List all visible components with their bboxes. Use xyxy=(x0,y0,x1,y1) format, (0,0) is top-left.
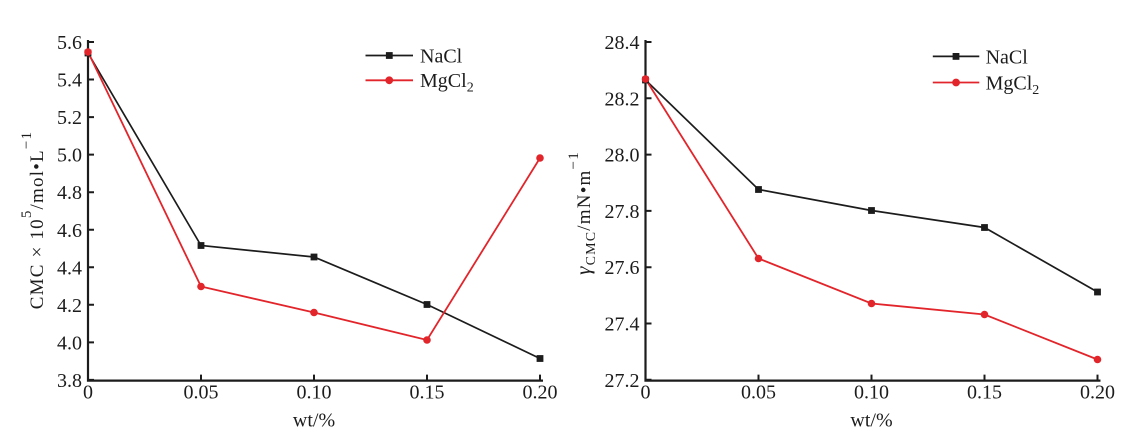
svg-text:NaCl: NaCl xyxy=(986,46,1029,68)
svg-text:MgCl2: MgCl2 xyxy=(420,70,474,96)
svg-text:0.15: 0.15 xyxy=(410,382,445,404)
svg-text:0.10: 0.10 xyxy=(854,382,889,404)
svg-text:28.4: 28.4 xyxy=(605,32,640,54)
svg-text:0.10: 0.10 xyxy=(297,382,332,404)
svg-text:5.2: 5.2 xyxy=(57,107,82,129)
svg-text:0: 0 xyxy=(83,382,93,404)
svg-text:0.05: 0.05 xyxy=(184,382,219,404)
svg-text:wt/%: wt/% xyxy=(293,410,335,432)
svg-text:5.0: 5.0 xyxy=(57,145,82,167)
svg-text:27.4: 27.4 xyxy=(605,314,640,336)
svg-text:4.6: 4.6 xyxy=(57,220,82,242)
svg-text:4.0: 4.0 xyxy=(57,332,82,354)
svg-text:3.8: 3.8 xyxy=(57,370,82,392)
svg-text:27.6: 27.6 xyxy=(605,257,640,279)
svg-text:0.05: 0.05 xyxy=(741,382,776,404)
svg-text:NaCl: NaCl xyxy=(420,45,463,67)
svg-text:wt/%: wt/% xyxy=(850,410,892,432)
svg-text:MgCl2: MgCl2 xyxy=(986,72,1040,98)
svg-text:4.2: 4.2 xyxy=(57,295,82,317)
svg-text:4.4: 4.4 xyxy=(57,257,82,279)
svg-text:0.15: 0.15 xyxy=(967,382,1002,404)
svg-text:0.20: 0.20 xyxy=(1080,382,1115,404)
svg-text:5.4: 5.4 xyxy=(57,70,82,92)
svg-text:5.6: 5.6 xyxy=(57,32,82,54)
svg-text:0.20: 0.20 xyxy=(523,382,558,404)
svg-text:28.2: 28.2 xyxy=(605,88,640,110)
svg-text:0: 0 xyxy=(641,382,651,404)
svg-text:4.8: 4.8 xyxy=(57,182,82,204)
svg-text:27.8: 27.8 xyxy=(605,201,640,223)
svg-text:γCMC/mN•m−1: γCMC/mN•m−1 xyxy=(566,151,599,275)
svg-text:28.0: 28.0 xyxy=(605,145,640,167)
svg-text:27.2: 27.2 xyxy=(605,370,640,392)
